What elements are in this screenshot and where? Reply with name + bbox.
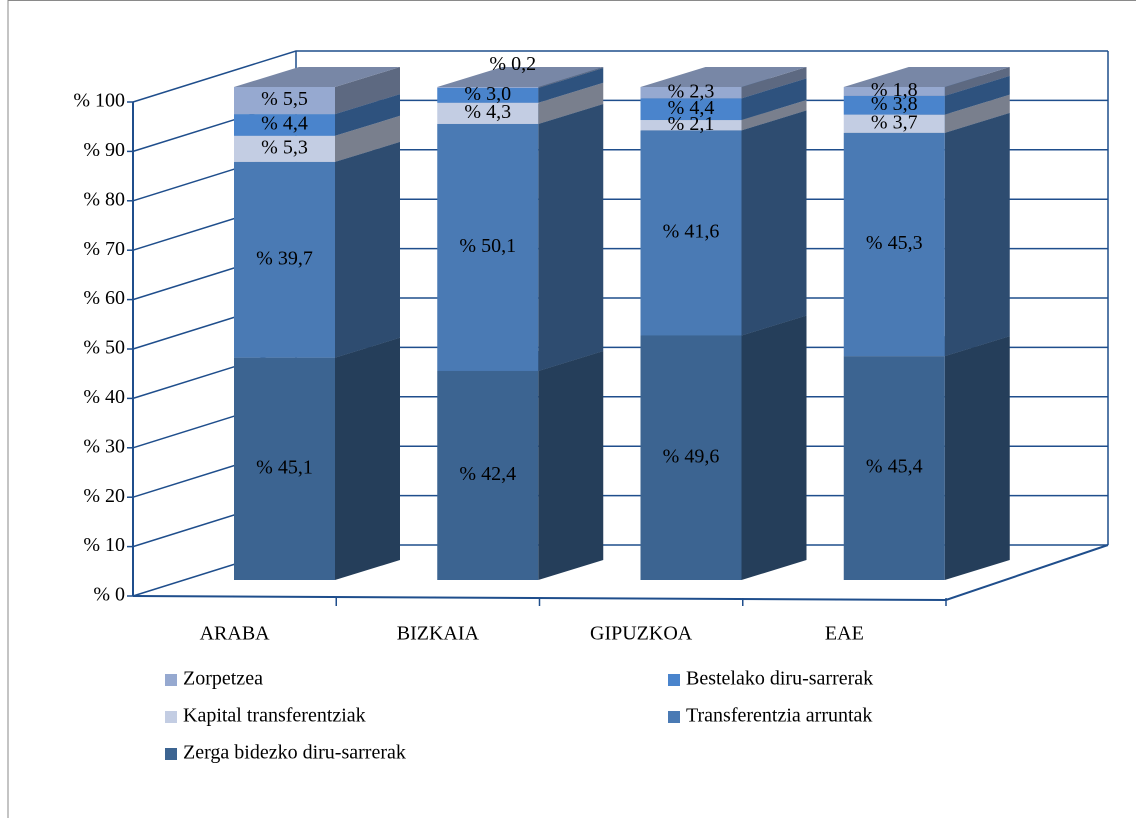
- bar-side: [944, 75, 1010, 115]
- legend-swatch: [668, 711, 680, 723]
- value-label: % 45,4: [866, 456, 923, 478]
- legend-swatch: [165, 748, 177, 760]
- y-tick-label: % 10: [83, 534, 125, 556]
- legend-label: Zerga bidezko diru-sarrerak: [183, 742, 406, 764]
- bar: [843, 356, 945, 580]
- value-label: % 3,7: [871, 111, 918, 133]
- bar-top: [437, 67, 604, 87]
- bar: [234, 161, 335, 358]
- legend-label: Transferentzia arruntak: [686, 705, 872, 727]
- bar: [843, 87, 945, 96]
- value-label: % 3,8: [871, 93, 918, 115]
- bar-side: [944, 112, 1010, 357]
- bar: [843, 95, 945, 115]
- bar-side: [741, 78, 807, 121]
- value-label: % 1,8: [871, 79, 918, 101]
- bar: [640, 335, 742, 580]
- value-label: % 4,4: [261, 113, 308, 135]
- value-label: % 4,4: [668, 97, 715, 119]
- y-tick-label: % 40: [83, 386, 125, 408]
- legend-swatch: [165, 674, 177, 686]
- bar: [843, 132, 945, 357]
- value-label: % 2,1: [668, 113, 715, 135]
- legend-label: Kapital transferentziak: [183, 705, 366, 727]
- y-tick-label: % 30: [83, 435, 125, 457]
- bar-side: [741, 315, 807, 580]
- bar-side: [944, 94, 1010, 133]
- bar: [437, 370, 539, 580]
- value-label: % 5,5: [261, 88, 308, 110]
- value-label: % 45,3: [866, 232, 923, 254]
- bar-side: [335, 141, 400, 358]
- bar-side: [335, 67, 400, 115]
- legend-label: Bestelako diru-sarrerak: [686, 668, 873, 690]
- bar: [234, 357, 335, 580]
- bar-side: [335, 337, 400, 580]
- y-tick-label: % 20: [83, 485, 125, 507]
- bar-side: [538, 67, 604, 103]
- value-label: % 45,1: [256, 456, 313, 478]
- y-tick-label: % 90: [83, 139, 125, 161]
- bar-top: [234, 67, 400, 87]
- value-label: % 49,6: [663, 445, 720, 467]
- value-label: % 2,3: [668, 80, 715, 102]
- y-tick-label: % 0: [93, 584, 125, 606]
- bar-side: [538, 67, 604, 88]
- value-label: % 50,1: [459, 235, 516, 257]
- bar-side: [944, 67, 1010, 96]
- value-label: % 39,7: [256, 247, 313, 269]
- bar-side: [538, 350, 604, 580]
- bar: [234, 135, 335, 162]
- x-tick-label: EAE: [825, 623, 864, 645]
- value-label: % 4,3: [464, 101, 511, 123]
- value-label: % 3,0: [464, 83, 511, 105]
- x-tick-label: ARABA: [200, 623, 271, 645]
- bar-side: [538, 82, 604, 124]
- bar: [640, 87, 742, 99]
- x-tick-label: BIZKAIA: [397, 623, 480, 645]
- y-tick-label: % 70: [83, 238, 125, 260]
- bar-side: [741, 100, 807, 131]
- bar: [437, 102, 539, 124]
- bar: [640, 98, 742, 121]
- legend-label: Zorpetzea: [183, 668, 263, 690]
- bar: [437, 87, 539, 103]
- bar: [234, 87, 335, 115]
- bar-top: [843, 67, 1010, 87]
- bar: [843, 114, 945, 133]
- y-tick-label: % 50: [83, 337, 125, 359]
- value-label: % 41,6: [663, 221, 720, 243]
- y-tick-label: % 60: [83, 287, 125, 309]
- bar-side: [944, 336, 1010, 580]
- bar: [437, 87, 539, 88]
- bar-side: [741, 110, 807, 336]
- legend-swatch: [668, 674, 680, 686]
- bar-side: [335, 94, 400, 136]
- value-label: % 0,2: [489, 53, 536, 75]
- bar-side: [538, 103, 604, 371]
- legend-swatch: [165, 711, 177, 723]
- bar: [437, 123, 539, 371]
- value-label: % 5,3: [261, 136, 308, 158]
- bar-side: [741, 67, 807, 99]
- y-tick-label: % 80: [83, 188, 125, 210]
- bar: [640, 120, 742, 131]
- y-tick-label: % 100: [73, 90, 125, 112]
- x-tick-label: GIPUZKOA: [590, 623, 693, 645]
- bar: [234, 114, 335, 136]
- bar: [640, 130, 742, 336]
- bar-side: [335, 115, 400, 162]
- bar-top: [640, 67, 807, 87]
- value-label: % 42,4: [459, 463, 516, 485]
